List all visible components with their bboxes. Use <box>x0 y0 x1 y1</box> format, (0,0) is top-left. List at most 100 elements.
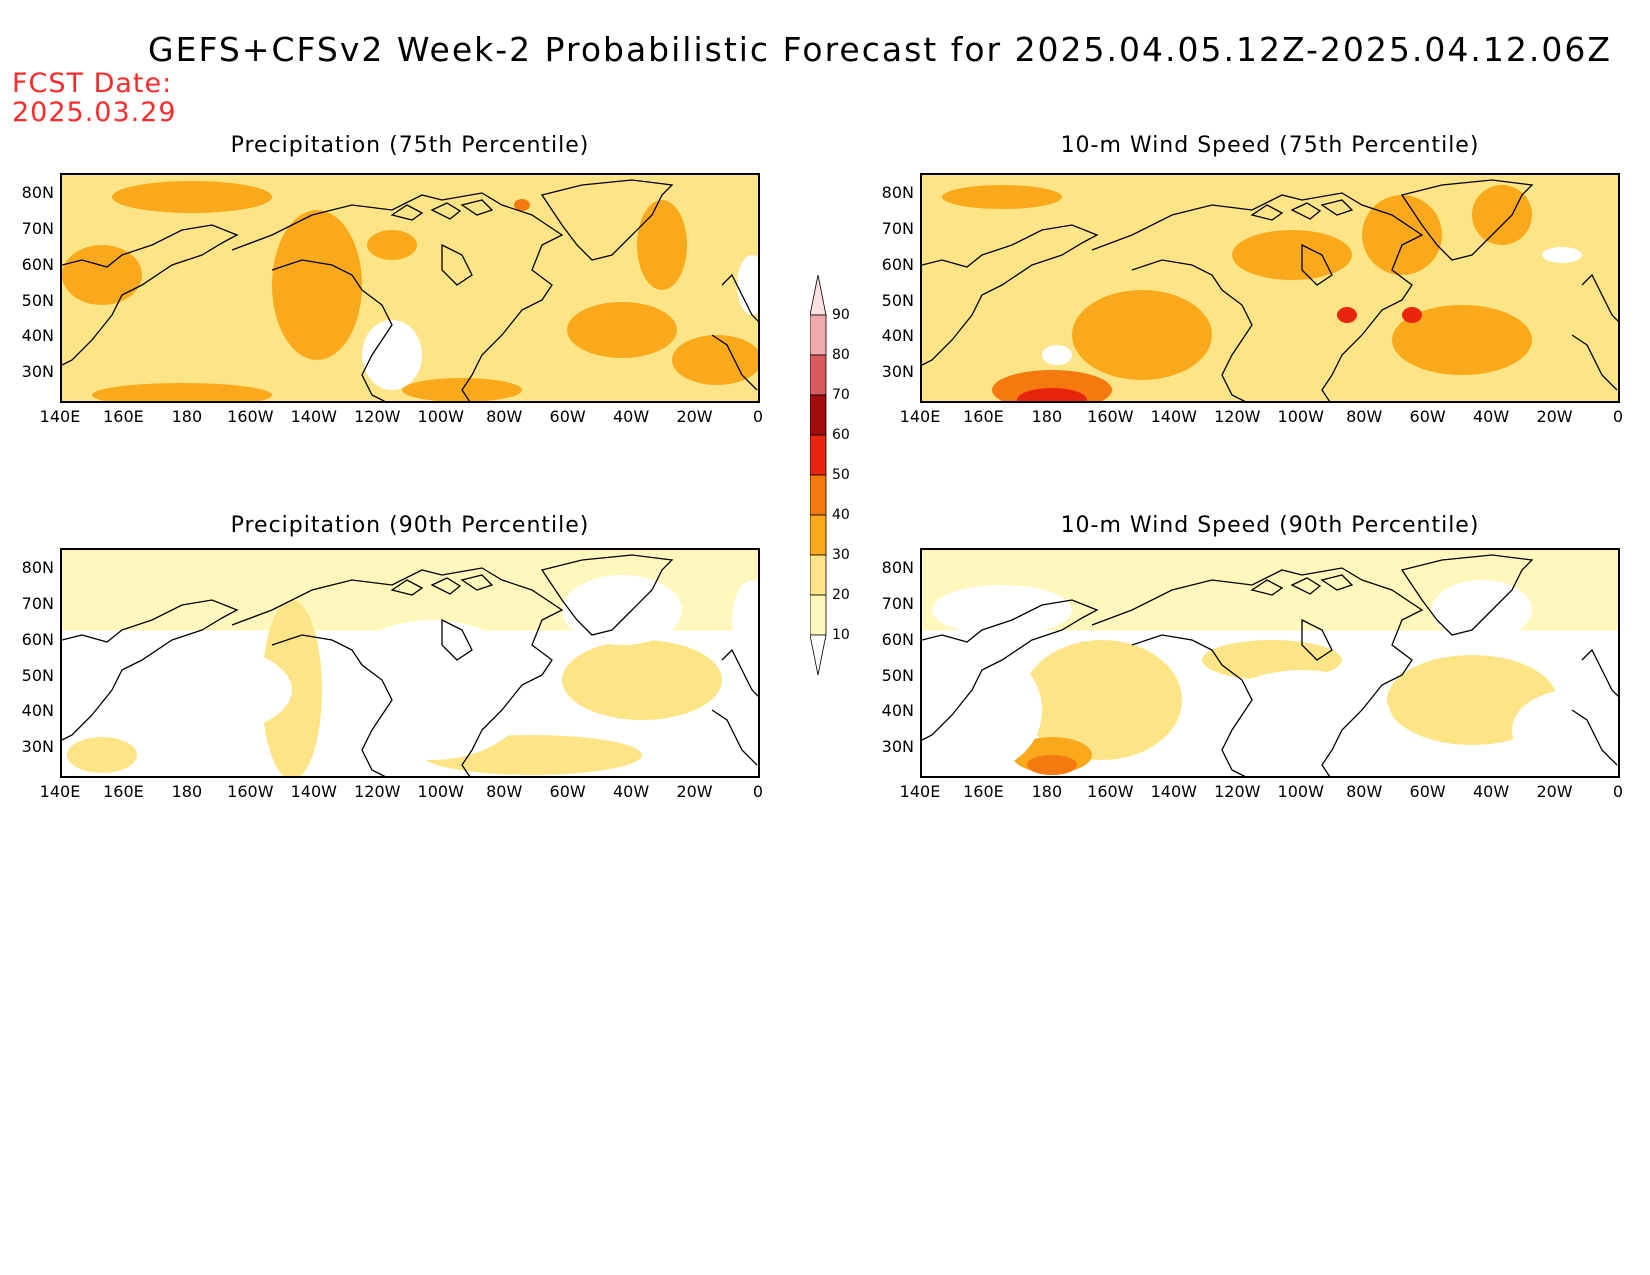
coastline <box>1091 192 1424 401</box>
shading-blob <box>272 210 362 360</box>
lon-label: 20W <box>1536 407 1573 426</box>
coastline <box>441 618 473 661</box>
lat-label: 50N <box>881 291 914 310</box>
shading-clear <box>1512 690 1618 770</box>
lon-label: 180 <box>171 407 203 426</box>
lon-label: 20W <box>676 407 713 426</box>
lon-label: 140W <box>290 407 337 426</box>
lon-label: 60W <box>1409 407 1446 426</box>
shading-blob <box>672 335 758 385</box>
panel-title-wind-90: 10-m Wind Speed (90th Percentile) <box>1060 513 1480 538</box>
lon-label: 140W <box>1150 782 1197 801</box>
colorbar-top-arrow <box>809 274 827 316</box>
lon-label: 160W <box>227 782 274 801</box>
shading-blob <box>1017 388 1087 401</box>
shading-blob <box>62 245 142 305</box>
colorbar-tick-label: 90 <box>832 307 850 323</box>
lat-label: 80N <box>881 558 914 577</box>
shading-blob <box>67 737 137 773</box>
lon-label: 140E <box>899 782 941 801</box>
coastline <box>711 273 758 391</box>
lat-label: 30N <box>21 737 54 756</box>
shading-blob <box>1362 195 1442 275</box>
lat-label: 70N <box>21 219 54 238</box>
shading-clear <box>922 650 1042 770</box>
colorbar-tick-label: 60 <box>832 427 850 443</box>
lon-label: 20W <box>676 782 713 801</box>
coastline <box>1400 179 1534 261</box>
lon-label: 40W <box>612 407 650 426</box>
colorbar-legend: 90 80 70 60 50 40 30 20 10 <box>809 274 870 685</box>
shading-blob <box>92 383 272 401</box>
lon-label: 140W <box>290 782 337 801</box>
shading-clear <box>1542 247 1582 263</box>
shading-blob <box>1392 305 1532 375</box>
lat-label: 40N <box>881 326 914 345</box>
shading-blob <box>112 181 272 213</box>
lat-label: 40N <box>21 326 54 345</box>
lat-label: 40N <box>881 701 914 720</box>
lat-label: 60N <box>21 630 54 649</box>
lon-label: 160E <box>963 407 1004 426</box>
shading-blob <box>1022 640 1182 760</box>
colorbar-swatch <box>809 554 827 596</box>
fcst-date-value: 2025.03.29 <box>12 97 177 128</box>
lon-label: 100W <box>417 782 464 801</box>
lat-label: 80N <box>21 183 54 202</box>
coastline <box>231 192 564 401</box>
lat-label: 80N <box>21 558 54 577</box>
lat-label: 70N <box>881 594 914 613</box>
main-title: GEFS+CFSv2 Week-2 Probabilistic Forecast… <box>148 30 1612 69</box>
shading-blob <box>1472 185 1532 245</box>
lon-label: 180 <box>171 782 203 801</box>
colorbar-swatch <box>809 434 827 476</box>
coastline <box>1131 634 1253 776</box>
lon-label: 80W <box>1346 407 1383 426</box>
lon-label: 160W <box>1087 407 1134 426</box>
lon-label: 120W <box>354 407 401 426</box>
coastline <box>1301 618 1333 661</box>
lon-label: 60W <box>549 407 586 426</box>
lon-label: 120W <box>1214 407 1261 426</box>
coastline <box>62 224 239 366</box>
lon-label: 160E <box>103 407 144 426</box>
shading-clear <box>362 320 422 390</box>
coastline <box>922 599 1099 741</box>
coastline <box>540 554 674 636</box>
shading-clear <box>112 645 292 735</box>
coastline <box>1301 243 1333 286</box>
lon-label: 140E <box>39 782 81 801</box>
map-precip-75 <box>60 173 760 403</box>
colorbar-tick-label: 70 <box>832 387 850 403</box>
lat-label: 60N <box>881 630 914 649</box>
lon-label: 180 <box>1031 782 1063 801</box>
lon-label: 100W <box>1277 782 1324 801</box>
lat-label: 30N <box>21 362 54 381</box>
shading-blob <box>567 302 677 358</box>
colorbar-swatch <box>809 354 827 396</box>
shading-clear <box>732 580 758 660</box>
lat-label: 70N <box>881 219 914 238</box>
lat-label: 50N <box>21 666 54 685</box>
lon-label: 160E <box>103 782 144 801</box>
lon-label: 20W <box>1536 782 1573 801</box>
shading-blob <box>562 640 722 720</box>
coastline <box>1400 554 1534 636</box>
panel-title-wind-75: 10-m Wind Speed (75th Percentile) <box>1060 133 1480 158</box>
lon-label: 120W <box>354 782 401 801</box>
coastline <box>1250 199 1354 221</box>
coastline <box>1091 567 1424 776</box>
shading-clear <box>1212 670 1392 770</box>
coastline <box>271 634 393 776</box>
lon-label: 80W <box>486 407 523 426</box>
lon-label: 80W <box>1346 782 1383 801</box>
coastline <box>62 599 239 741</box>
lon-label: 60W <box>549 782 586 801</box>
coastline <box>231 567 564 776</box>
lon-label: 0 <box>1612 782 1624 801</box>
colorbar-bottom-arrow <box>809 634 827 676</box>
colorbar-tick-label: 10 <box>832 627 850 643</box>
map-wind-90 <box>920 548 1620 778</box>
lon-label: 160W <box>227 407 274 426</box>
coastline <box>711 648 758 766</box>
